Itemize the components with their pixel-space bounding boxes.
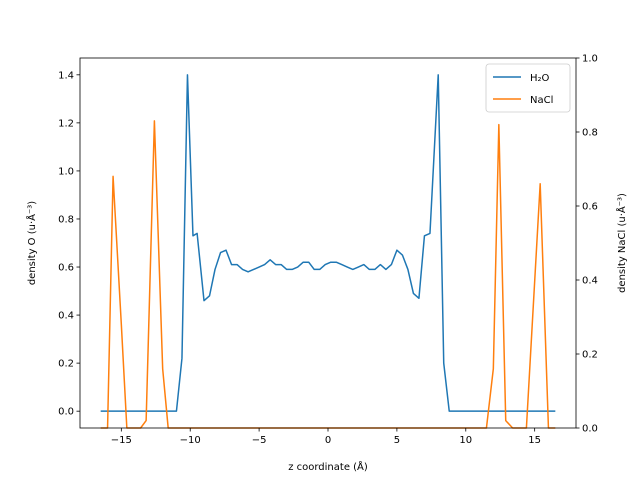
right-y-axis-ticks: 0.0 0.2 0.4 0.6 0.8 1.0 [576, 54, 598, 435]
left-y-tick-label: 1.2 [58, 118, 74, 129]
series-line-h2o [100, 74, 556, 412]
x-axis-ticks: −15 −10 −5 0 5 10 15 [111, 428, 541, 446]
x-tick-label: 0 [325, 435, 331, 446]
legend: H₂O NaCl [485, 63, 571, 113]
left-y-tick-label: 0.8 [58, 214, 74, 225]
left-y-tick-label: 0.2 [58, 359, 74, 370]
right-y-tick-label: 1.0 [582, 54, 598, 65]
right-y-axis-label: density NaCl (u·Å⁻³) [615, 193, 628, 293]
x-tick-label: 10 [459, 435, 472, 446]
x-tick-label: 5 [394, 435, 400, 446]
left-y-tick-label: 1.4 [58, 70, 74, 81]
left-y-tick-label: 1.0 [58, 166, 74, 177]
right-y-tick-label: 0.6 [582, 202, 598, 213]
legend-box [485, 63, 571, 113]
right-y-tick-label: 0.0 [582, 424, 598, 435]
plot-frame [79, 57, 577, 429]
legend-label-h2o: H₂O [530, 73, 550, 84]
left-y-axis-label: density O (u·Å⁻³) [25, 201, 38, 285]
x-axis-label: z coordinate (Å) [288, 460, 368, 473]
right-y-tick-label: 0.4 [582, 276, 598, 287]
x-tick-label: −15 [111, 435, 132, 446]
x-tick-label: −10 [180, 435, 201, 446]
right-y-tick-label: 0.2 [582, 350, 598, 361]
left-y-tick-label: 0.6 [58, 263, 74, 274]
right-y-tick-label: 0.8 [582, 128, 598, 139]
left-y-axis-ticks: 0.0 0.2 0.4 0.6 0.8 1.0 1.2 1.4 [58, 70, 80, 418]
legend-label-nacl: NaCl [530, 95, 553, 106]
x-tick-label: −5 [252, 435, 267, 446]
left-y-tick-label: 0.4 [58, 311, 74, 322]
x-tick-label: 15 [528, 435, 541, 446]
left-y-tick-label: 0.0 [58, 407, 74, 418]
